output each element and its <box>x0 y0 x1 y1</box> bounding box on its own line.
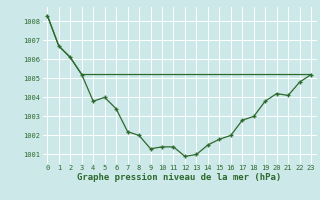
X-axis label: Graphe pression niveau de la mer (hPa): Graphe pression niveau de la mer (hPa) <box>77 173 281 182</box>
